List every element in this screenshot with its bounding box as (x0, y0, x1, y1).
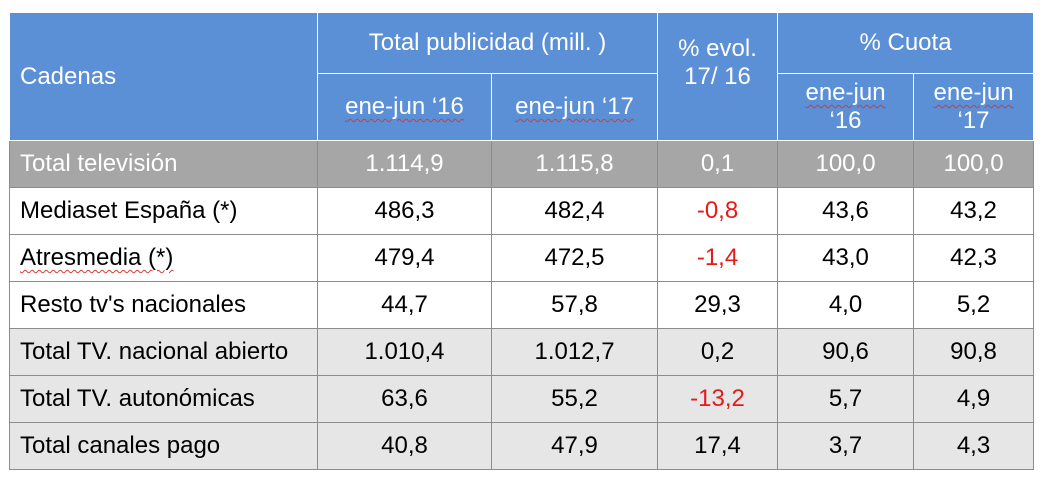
row-pub17: 1.012,7 (490, 328, 659, 376)
row-pub17: 482,4 (490, 187, 659, 235)
row-pub17: 472,5 (490, 234, 659, 282)
row-name: Total televisión (9, 140, 318, 188)
row-cuota17: 42,3 (913, 234, 1035, 282)
table-row-total-television: Total televisión 1.114,9 1.115,8 0,1 100… (9, 140, 1035, 188)
row-evol: 0,1 (657, 140, 779, 188)
row-pub17: 57,8 (490, 281, 659, 329)
table-row-atresmedia: Atresmedia (*) 479,4 472,5 -1,4 43,0 42,… (9, 234, 1035, 282)
table-row-resto-nacionales: Resto tv's nacionales 44,7 57,8 29,3 4,0… (9, 281, 1035, 329)
row-cuota17: 100,0 (913, 140, 1035, 188)
row-pub17: 1.115,8 (490, 140, 659, 188)
row-cuota17: 4,3 (913, 422, 1035, 470)
row-pub16: 63,6 (317, 375, 492, 423)
header-cuota-16: ene-jun ‘16 (777, 73, 915, 141)
header-total-publicidad: Total publicidad (mill. ) (316, 12, 659, 74)
row-evol: -1,4 (657, 234, 779, 282)
row-name: Total canales pago (9, 422, 318, 470)
table-header: Cadenas Total publicidad (mill. ) % evol… (9, 12, 1035, 141)
row-cuota16: 100,0 (777, 140, 915, 188)
advertising-table: Cadenas Total publicidad (mill. ) % evol… (9, 12, 1035, 470)
table-row-mediaset: Mediaset España (*) 486,3 482,4 -0,8 43,… (9, 187, 1035, 235)
table-row-autonomicas: Total TV. autonómicas 63,6 55,2 -13,2 5,… (9, 375, 1035, 423)
row-pub16: 479,4 (317, 234, 492, 282)
row-cuota16: 90,6 (777, 328, 915, 376)
header-pub-16: ene-jun ‘16 (317, 73, 492, 141)
row-cuota17: 4,9 (913, 375, 1035, 423)
row-cuota16: 43,6 (777, 187, 915, 235)
header-evol-line2: 17/ 16 (684, 63, 751, 90)
header-cuota-17-line2: ‘17 (957, 107, 990, 134)
row-evol: 29,3 (657, 281, 779, 329)
advertising-table-container: Cadenas Total publicidad (mill. ) % evol… (9, 12, 1035, 470)
header-cuota-16-line2: ‘16 (829, 107, 862, 134)
row-name: Mediaset España (*) (9, 187, 318, 235)
row-cuota17: 90,8 (913, 328, 1035, 376)
row-name-cell: Atresmedia (*) (9, 234, 318, 282)
row-pub16: 1.010,4 (317, 328, 492, 376)
row-cuota16: 3,7 (777, 422, 915, 470)
row-pub16: 40,8 (317, 422, 492, 470)
header-cuota-17-line1: ene-jun (933, 79, 1014, 106)
header-pub-17: ene-jun ‘17 (490, 73, 659, 141)
table-body: Total televisión 1.114,9 1.115,8 0,1 100… (9, 140, 1035, 470)
header-total-publicidad-text: Total publicidad (mill. ) (368, 29, 607, 56)
row-name: Resto tv's nacionales (9, 281, 318, 329)
header-cuota-17: ene-jun ‘17 (913, 73, 1035, 141)
row-pub17: 47,9 (490, 422, 659, 470)
row-name: Total TV. autonómicas (9, 375, 318, 423)
row-pub16: 1.114,9 (317, 140, 492, 188)
row-name: Atresmedia (*) (20, 244, 174, 271)
row-name: Total TV. nacional abierto (9, 328, 318, 376)
table-row-canales-pago: Total canales pago 40,8 47,9 17,4 3,7 4,… (9, 422, 1035, 470)
header-cadenas: Cadenas (9, 12, 318, 141)
header-evol-line1: % evol. (678, 35, 757, 62)
row-evol: -13,2 (657, 375, 779, 423)
row-evol: 0,2 (657, 328, 779, 376)
row-cuota16: 43,0 (777, 234, 915, 282)
row-cuota16: 5,7 (777, 375, 915, 423)
header-pub-17-text: ene-jun ‘17 (515, 93, 634, 120)
table-row-nacional-abierto: Total TV. nacional abierto 1.010,4 1.012… (9, 328, 1035, 376)
row-pub16: 486,3 (317, 187, 492, 235)
row-cuota16: 4,0 (777, 281, 915, 329)
row-pub16: 44,7 (317, 281, 492, 329)
row-evol: -0,8 (657, 187, 779, 235)
header-evolucion: % evol. 17/ 16 (657, 12, 779, 141)
header-cuota-16-line1: ene-jun (805, 79, 886, 106)
row-evol: 17,4 (657, 422, 779, 470)
header-cuota: % Cuota (777, 12, 1035, 74)
row-cuota17: 5,2 (913, 281, 1035, 329)
header-pub-16-text: ene-jun ‘16 (345, 93, 464, 120)
row-cuota17: 43,2 (913, 187, 1035, 235)
row-pub17: 55,2 (490, 375, 659, 423)
